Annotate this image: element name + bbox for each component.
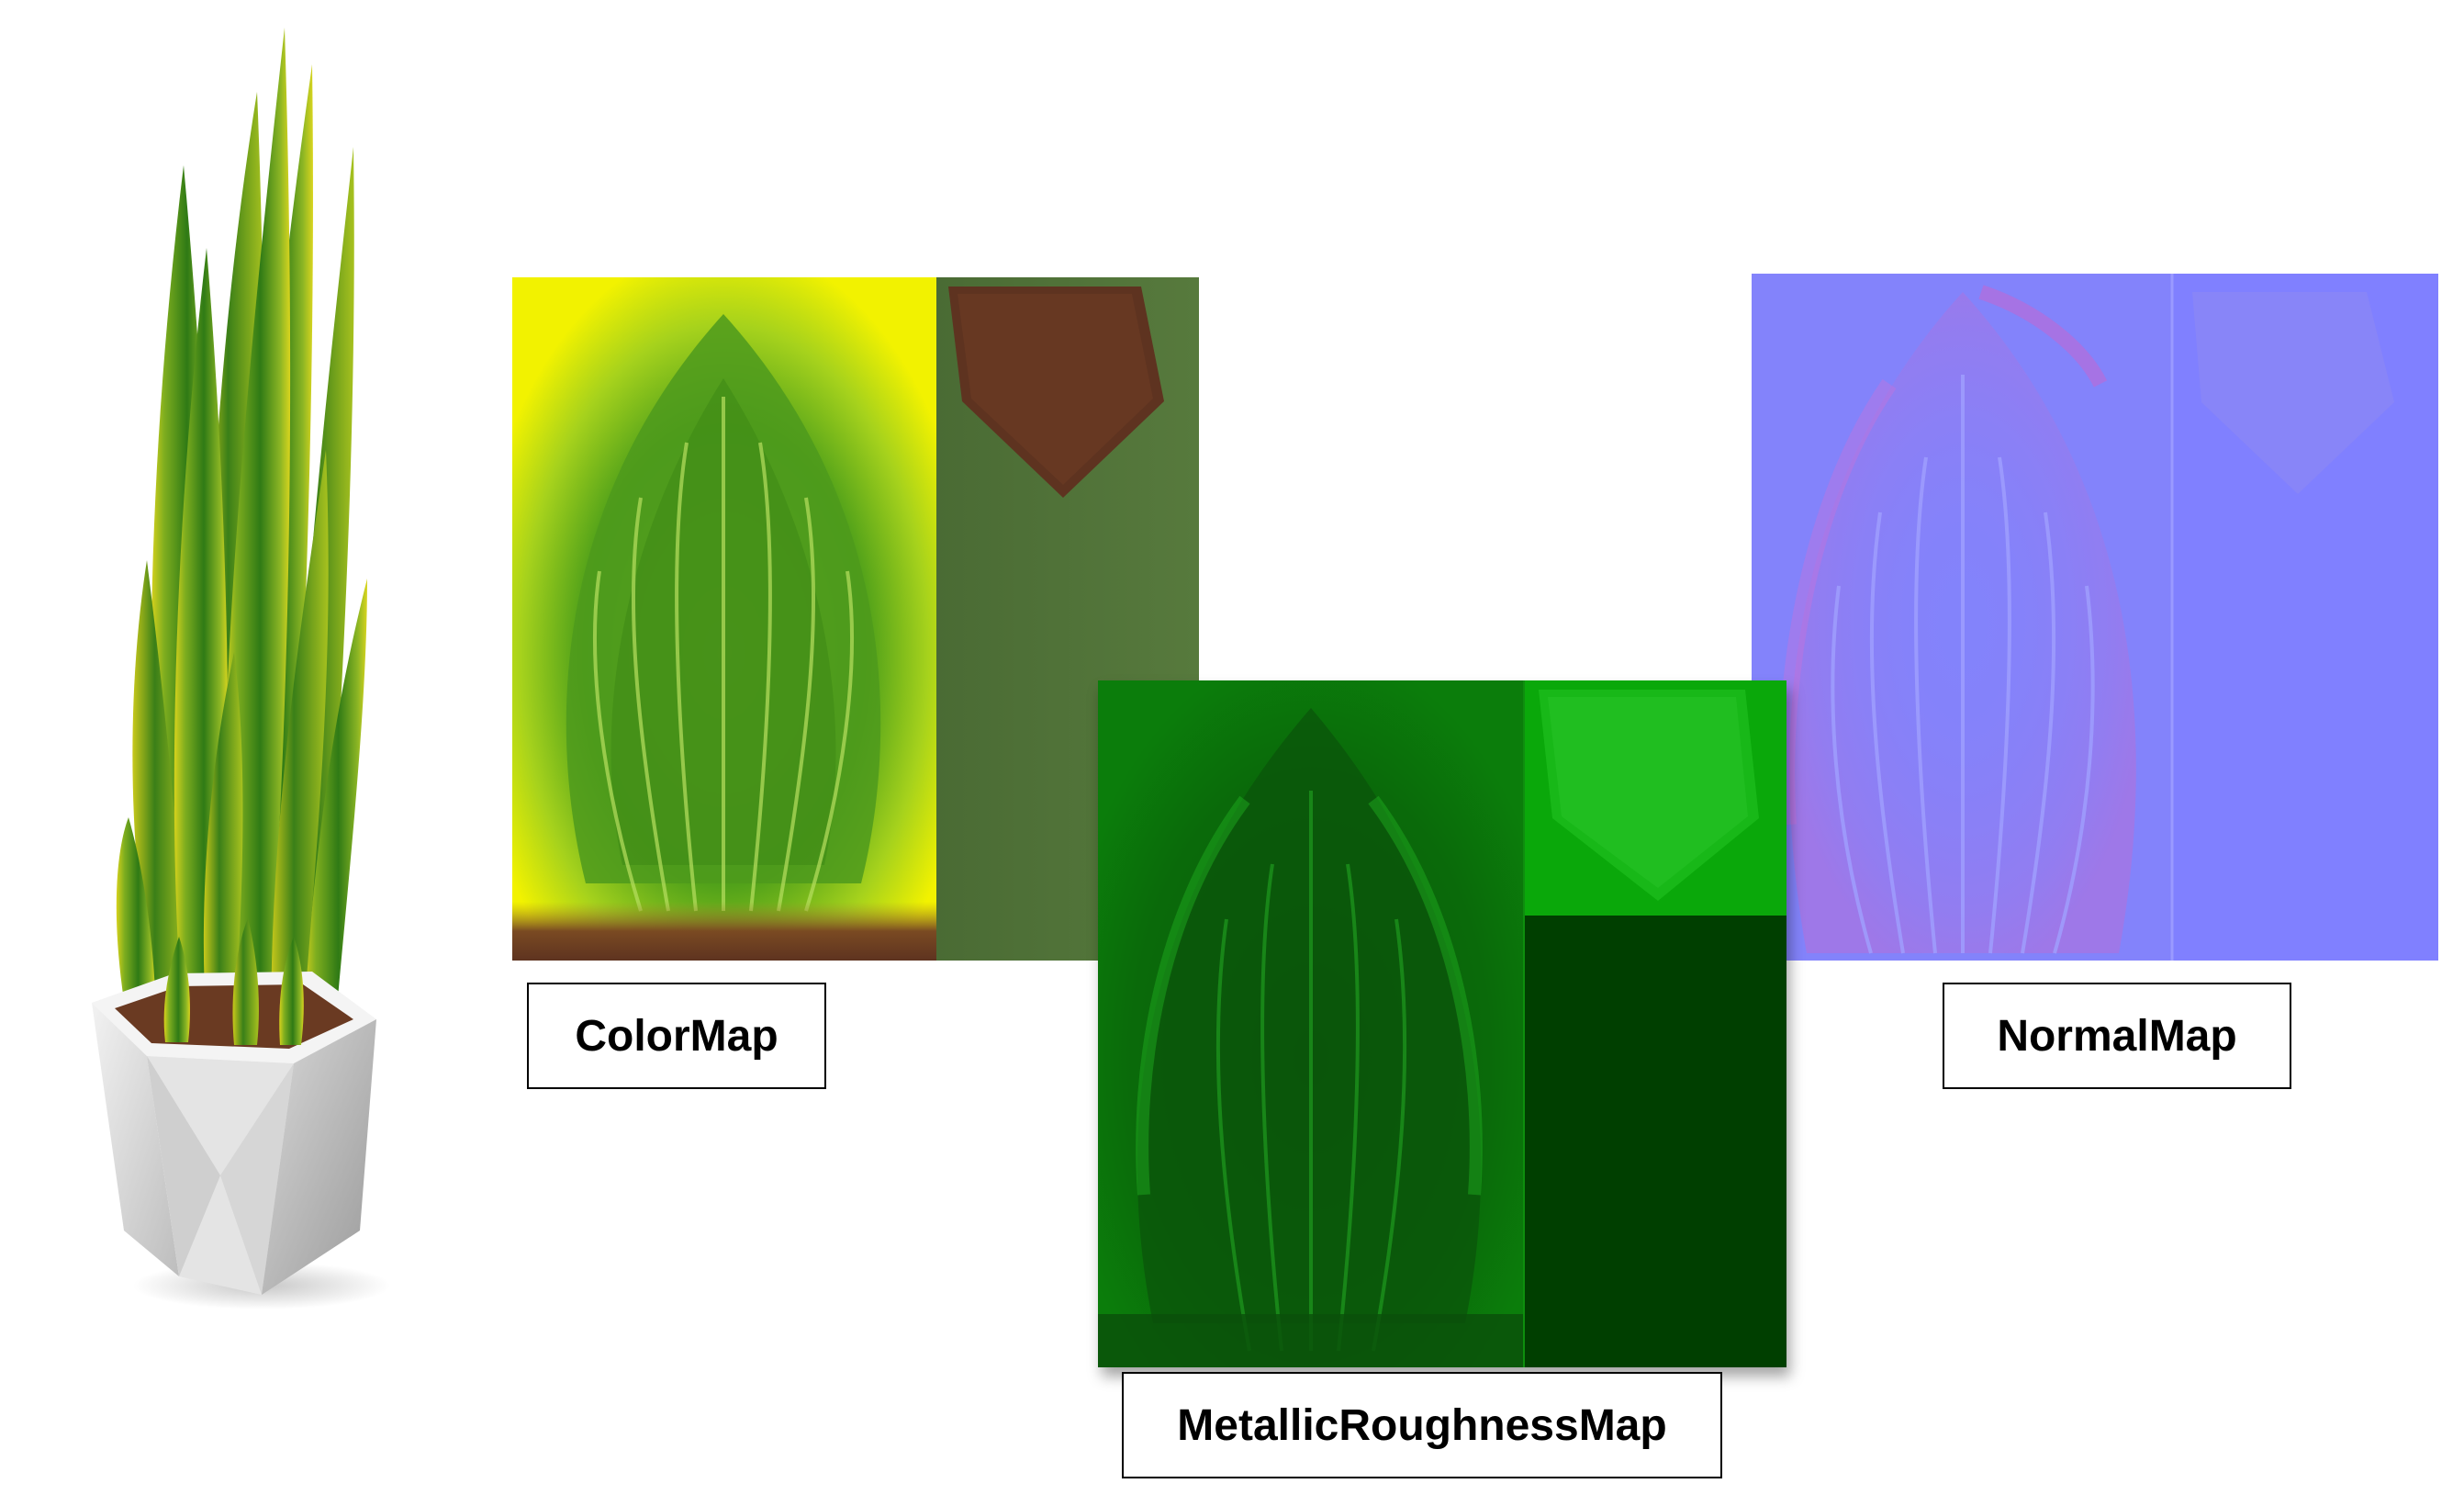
metallic-roughness-map-label: MetallicRoughnessMap (1122, 1372, 1722, 1478)
color-map-label: ColorMap (527, 983, 826, 1089)
metallic-roughness-map-texture (1098, 680, 1786, 1367)
potted-plant-illustration (73, 9, 404, 1332)
normal-map-texture (1752, 274, 2438, 961)
color-map-texture (512, 277, 1199, 961)
normal-map-label: NormalMap (1943, 983, 2291, 1089)
